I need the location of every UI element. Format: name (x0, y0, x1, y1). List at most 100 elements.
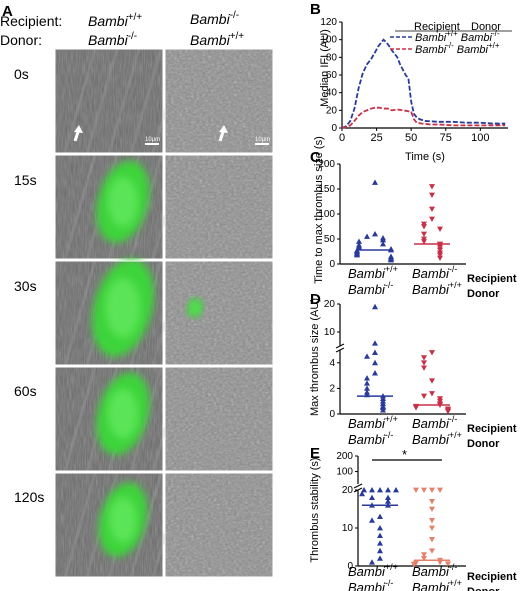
e-point (377, 547, 383, 554)
thrombus-core (190, 301, 200, 314)
b-ytick-label: 60 (326, 70, 338, 81)
recipient-row-label: Recipient: (0, 13, 62, 29)
e-point (369, 487, 375, 493)
d-point (429, 350, 435, 356)
c-point (429, 184, 435, 190)
b-xtick-label: 100 (471, 132, 489, 144)
d-group-labels: Bambi+/+Bambi-/-Bambi-/-Bambi+/+ Recipien… (348, 414, 517, 450)
thrombus-core (108, 388, 138, 439)
e-ytick-label: 20 (342, 485, 354, 496)
group2-recipient-label: Bambi-/- (412, 562, 457, 579)
group2-recipient-label: Bambi-/- (412, 414, 457, 431)
e-point (393, 487, 399, 493)
e-point (369, 517, 375, 523)
b-xtick-label: 75 (440, 132, 452, 144)
b-ytick-label: 40 (326, 88, 338, 99)
d-point (372, 303, 378, 310)
group1-donor-label: Bambi-/- (348, 430, 393, 447)
col2-donor: Bambi+/+ (190, 31, 244, 48)
e-point (385, 494, 391, 500)
group2-donor-label: Bambi+/+ (412, 578, 462, 591)
e-significance-star: * (402, 447, 407, 462)
e-point (361, 487, 367, 493)
thrombus-core (108, 176, 138, 227)
group2-donor-label: Bambi+/+ (412, 280, 462, 297)
d-ytick-label: 10 (324, 327, 336, 338)
scalebar-label: 10µm (255, 137, 270, 143)
micrograph-1-1: 10µm (54, 48, 185, 154)
micrograph-1-4 (54, 366, 185, 472)
c-point (437, 252, 443, 258)
group1-donor-label: Bambi-/- (348, 280, 393, 297)
e-point (429, 487, 435, 493)
micrograph-1-2 (54, 154, 185, 260)
micrograph-2-1: 10µm (164, 48, 274, 154)
arrowhead-icon (74, 125, 83, 133)
c-ytick-label: 0 (329, 259, 335, 270)
b-series-line-1 (341, 38, 506, 129)
b-series (341, 38, 506, 129)
e-point (369, 494, 375, 500)
d-point (421, 355, 427, 361)
recipient-row-tag: Recipient (467, 423, 517, 435)
group2-donor-label: Bambi+/+ (412, 430, 462, 447)
c-point (429, 192, 435, 198)
panel-a: A Recipient: Donor: Bambi+/+ Bambi-/- Ba… (0, 3, 274, 578)
b-ytick-label: 120 (320, 17, 337, 28)
microscopy-grid: 0s 10µm 10µm 15s 30s 60s 120s (14, 48, 274, 578)
c-point (356, 238, 362, 244)
d-point (421, 360, 427, 366)
e-point (377, 487, 383, 493)
e-point (421, 552, 427, 558)
d-point (364, 375, 370, 381)
d-point (372, 370, 378, 376)
e-point (377, 540, 383, 546)
thrombus-core (105, 277, 141, 338)
legend-header-recipient: Recipient (414, 21, 460, 33)
d-ytick-label: 2 (329, 383, 335, 394)
e-point (359, 490, 365, 497)
group1-recipient-label: Bambi+/+ (348, 562, 398, 579)
c-ytick-label: 200 (318, 159, 335, 170)
panel-c-letter: C (310, 149, 321, 166)
thrombus-core (109, 497, 137, 543)
micrograph-2-2 (164, 154, 274, 260)
b-xtick-label: 50 (405, 132, 417, 144)
c-point (437, 255, 443, 261)
e-ytick-label: 0 (347, 561, 353, 572)
micrograph-1-3 (54, 258, 185, 366)
group1-donor-label: Bambi-/- (348, 578, 393, 591)
e-group-labels: Bambi+/+Bambi-/-Bambi-/-Bambi+/+ Recipien… (348, 562, 517, 591)
d-chart: 0 2 4 10 20 (324, 299, 466, 420)
e-point (421, 487, 427, 493)
c-ytick-label: 150 (318, 184, 335, 195)
c-ytick-label: 50 (324, 234, 336, 245)
e-ytick-label: 100 (336, 467, 353, 478)
b-xtick-label: 0 (339, 132, 345, 144)
timepoint-label: 120s (14, 489, 44, 505)
col1-recipient: Bambi+/+ (88, 12, 142, 29)
scalebar-label: 10µm (145, 137, 160, 143)
d-point (445, 409, 451, 415)
arrowhead-icon (219, 125, 228, 133)
donor-row-tag: Donor (467, 586, 500, 591)
b-xlabel: Time (s) (405, 151, 445, 163)
e-ytick-label: 200 (336, 451, 353, 462)
e-point (429, 499, 435, 505)
b-legend: Recipient Donor Bambi+/+ Bambi-/- Bambi-/… (390, 21, 512, 56)
e-point (421, 556, 427, 562)
e-point (429, 518, 435, 524)
b-ylabel: Median IFI (AU) (319, 29, 331, 107)
d-point (421, 365, 427, 371)
c-point (372, 179, 378, 185)
e-point (385, 487, 391, 493)
c-point (421, 239, 427, 245)
e-point (377, 513, 383, 519)
legend-entry-1: Bambi+/+ Bambi-/- (415, 29, 500, 44)
b-ytick-label: 80 (326, 52, 338, 63)
c-ylabel: Time to max thrombus size (s) (313, 136, 325, 284)
e-point (413, 487, 419, 493)
c-point (421, 231, 427, 237)
c-point (372, 231, 378, 237)
